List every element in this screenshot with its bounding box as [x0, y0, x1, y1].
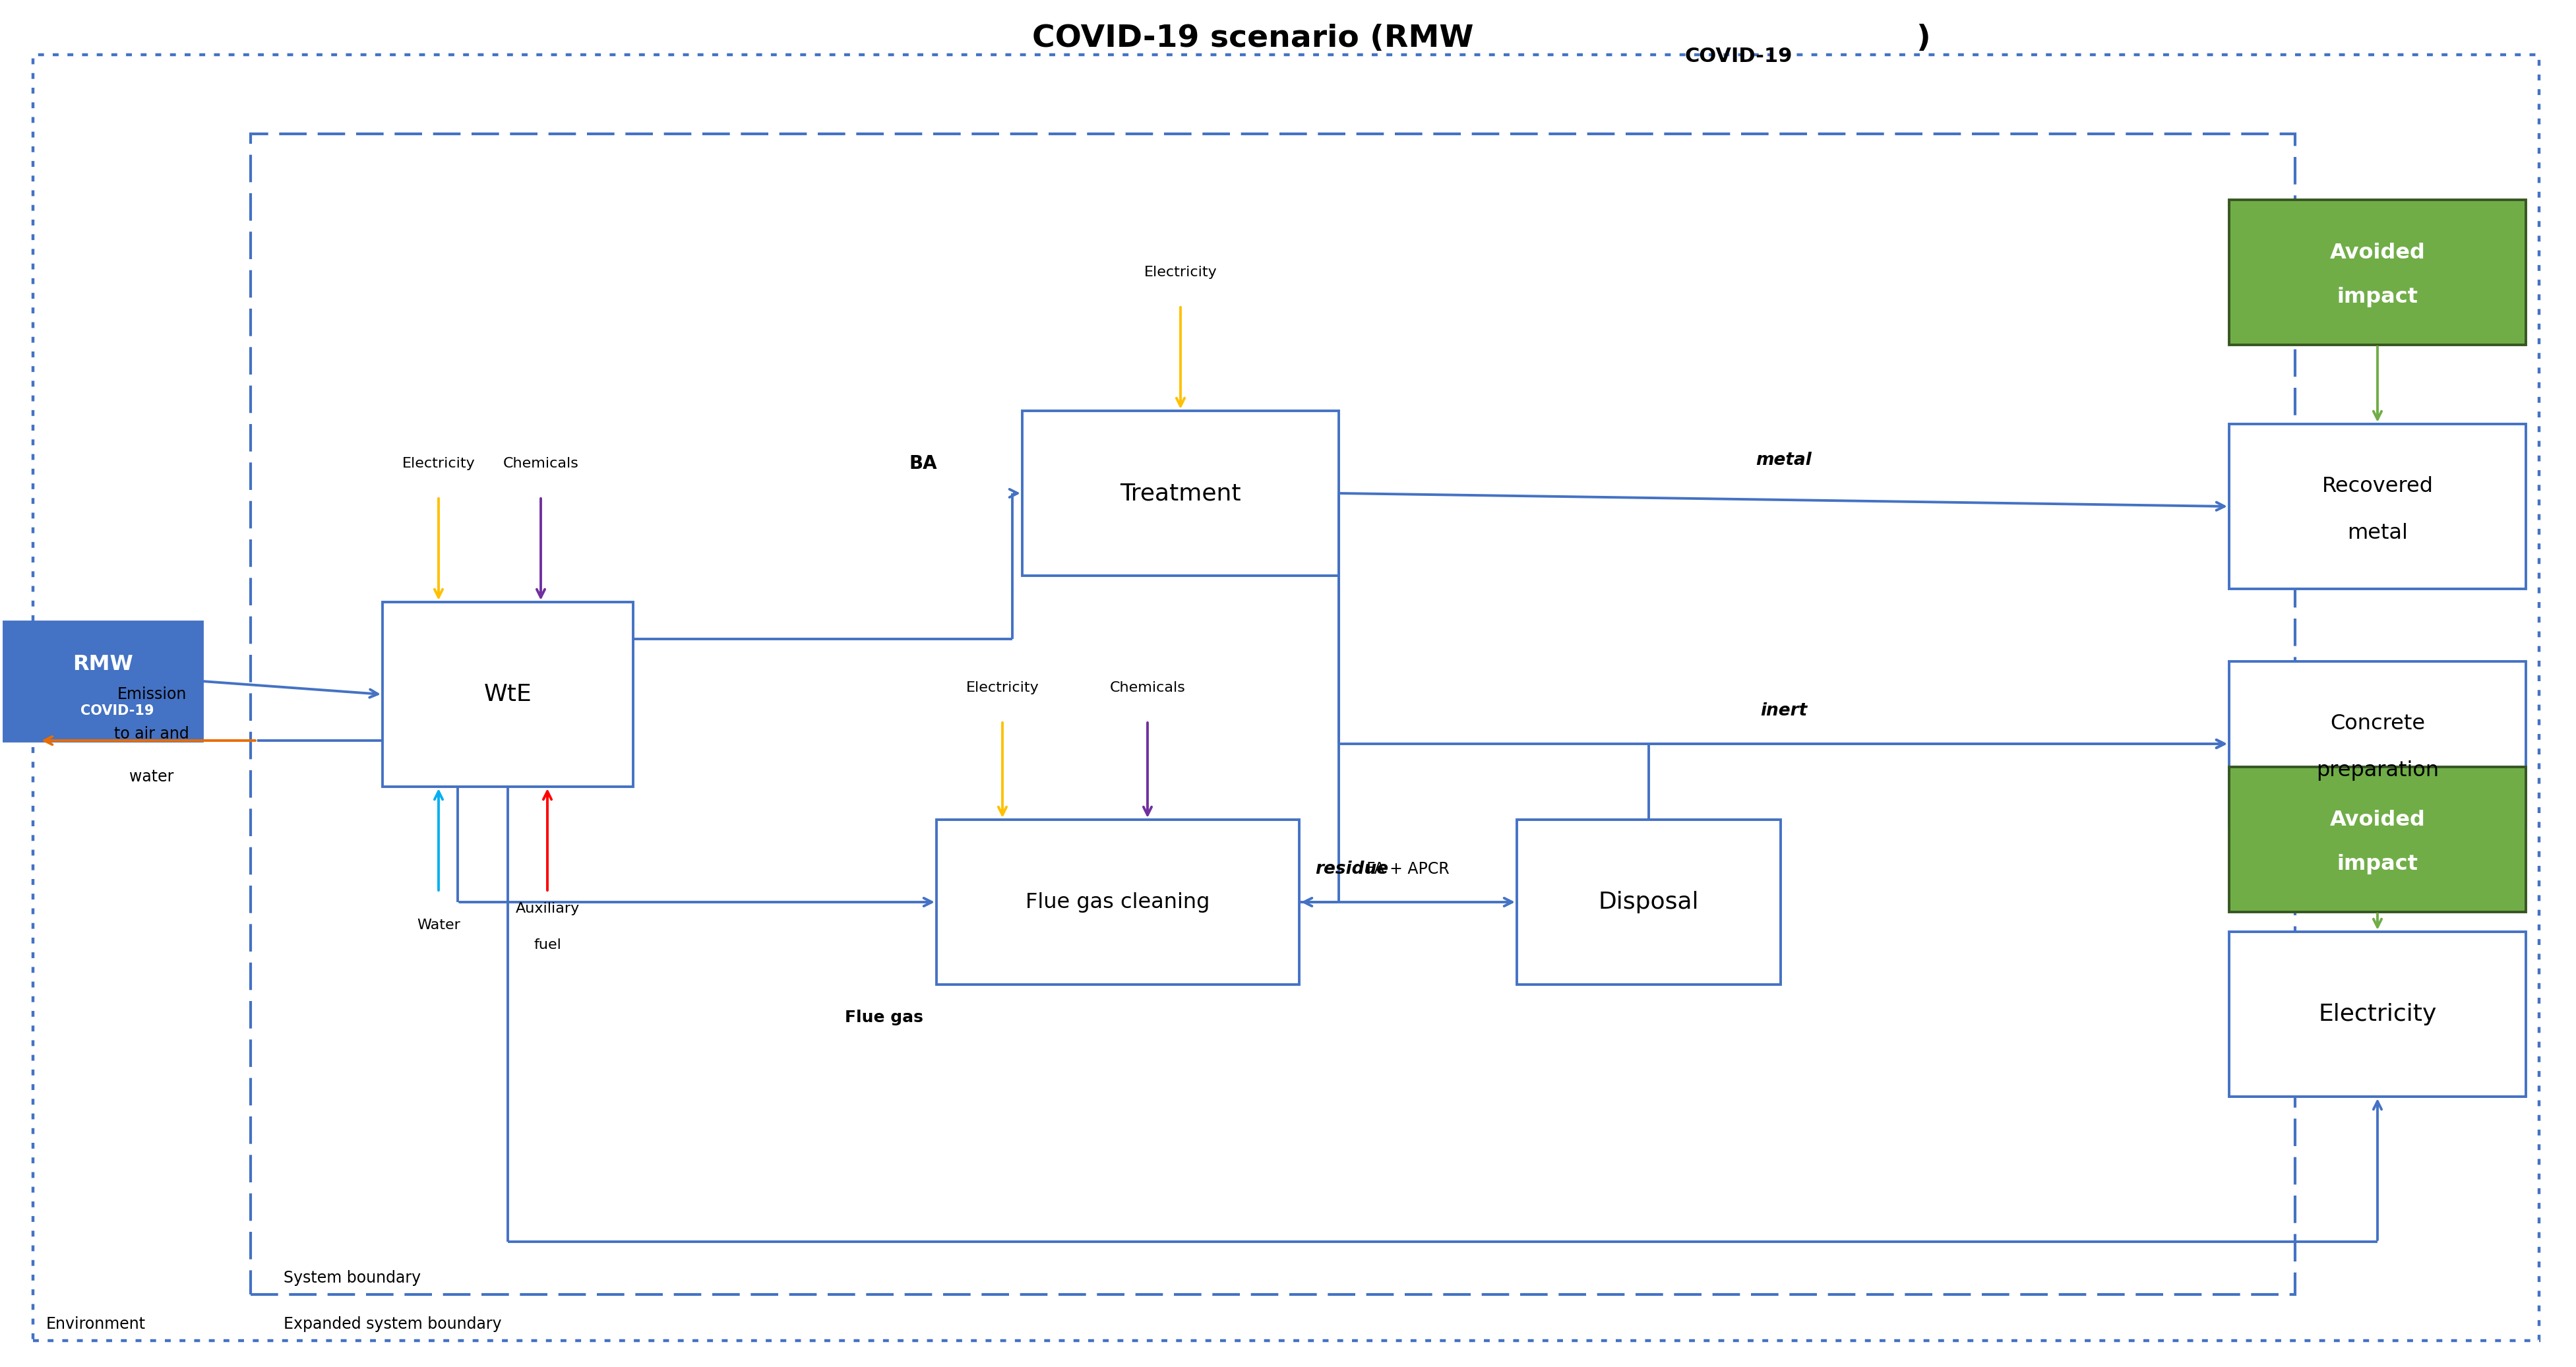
Text: Disposal: Disposal: [1600, 891, 1700, 913]
FancyBboxPatch shape: [2228, 424, 2527, 589]
Text: RMW: RMW: [72, 655, 134, 675]
Text: Concrete: Concrete: [2329, 714, 2424, 734]
FancyBboxPatch shape: [938, 820, 1298, 984]
Text: impact: impact: [2336, 287, 2419, 308]
Text: Avoided: Avoided: [2329, 809, 2424, 830]
Text: COVID-19: COVID-19: [80, 704, 155, 718]
FancyBboxPatch shape: [2228, 932, 2527, 1096]
Text: preparation: preparation: [2316, 760, 2439, 781]
FancyBboxPatch shape: [5, 622, 201, 741]
Text: Electricity: Electricity: [402, 457, 474, 470]
FancyBboxPatch shape: [1517, 820, 1780, 984]
Text: Electricity: Electricity: [2318, 1003, 2437, 1025]
Text: Electricity: Electricity: [966, 681, 1038, 694]
Text: BA: BA: [909, 454, 938, 473]
Text: Chemicals: Chemicals: [502, 457, 580, 470]
Text: Water: Water: [417, 919, 461, 932]
Text: to air and: to air and: [113, 726, 188, 742]
FancyBboxPatch shape: [2228, 662, 2527, 826]
Text: COVID-19 scenario (RMW: COVID-19 scenario (RMW: [1033, 23, 1473, 53]
FancyBboxPatch shape: [2228, 767, 2527, 912]
Text: Expanded system boundary: Expanded system boundary: [283, 1316, 502, 1331]
FancyBboxPatch shape: [1023, 411, 1340, 576]
Text: Recovered: Recovered: [2321, 477, 2434, 496]
Text: Emission: Emission: [116, 686, 185, 703]
Text: Auxiliary: Auxiliary: [515, 902, 580, 916]
Text: WtE: WtE: [484, 684, 531, 705]
Text: residue: residue: [1316, 861, 1388, 878]
Text: Flue gas: Flue gas: [845, 1010, 922, 1025]
Text: metal: metal: [2347, 522, 2409, 543]
Text: inert: inert: [1759, 703, 1808, 719]
Text: impact: impact: [2336, 854, 2419, 875]
FancyBboxPatch shape: [381, 601, 634, 786]
Text: fuel: fuel: [533, 938, 562, 951]
Text: Chemicals: Chemicals: [1110, 681, 1185, 694]
Text: Treatment: Treatment: [1121, 483, 1242, 504]
Text: Electricity: Electricity: [1144, 265, 1216, 279]
Text: System boundary: System boundary: [283, 1270, 420, 1286]
Text: ): ): [1917, 23, 1929, 53]
Text: COVID-19: COVID-19: [1685, 46, 1793, 66]
Text: Flue gas cleaning: Flue gas cleaning: [1025, 891, 1211, 912]
Text: Avoided: Avoided: [2329, 242, 2424, 262]
Text: water: water: [129, 768, 175, 785]
Text: FA + APCR: FA + APCR: [1365, 861, 1450, 878]
Text: metal: metal: [1757, 451, 1811, 469]
FancyBboxPatch shape: [2228, 200, 2527, 344]
Text: Environment: Environment: [46, 1316, 147, 1331]
